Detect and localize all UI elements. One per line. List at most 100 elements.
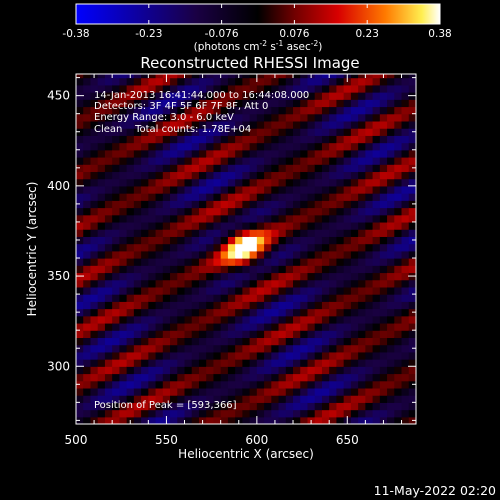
image-pixel xyxy=(350,366,359,375)
image-pixel xyxy=(148,366,157,375)
image-pixel xyxy=(350,164,359,173)
image-pixel xyxy=(119,337,128,346)
image-pixel xyxy=(264,229,272,237)
image-pixel xyxy=(177,373,186,382)
image-pixel xyxy=(314,171,323,180)
image-pixel xyxy=(155,351,164,360)
image-pixel xyxy=(213,221,222,230)
image-pixel xyxy=(372,373,381,382)
image-pixel xyxy=(358,77,366,86)
image-pixel xyxy=(343,156,352,165)
image-pixel xyxy=(76,402,84,411)
image-pixel xyxy=(206,330,215,339)
image-pixel xyxy=(148,322,157,331)
image-pixel xyxy=(206,294,215,302)
image-pixel xyxy=(184,286,193,295)
image-pixel xyxy=(387,308,395,317)
image-pixel xyxy=(206,380,215,389)
image-pixel xyxy=(191,142,200,151)
image-pixel xyxy=(170,214,178,223)
image-pixel xyxy=(206,236,215,245)
image-pixel xyxy=(365,142,374,151)
image-pixel xyxy=(112,315,120,324)
image-pixel xyxy=(293,229,301,237)
image-pixel xyxy=(133,106,142,115)
image-pixel xyxy=(278,337,287,346)
image-pixel xyxy=(350,286,359,295)
image-pixel xyxy=(191,416,200,424)
image-pixel xyxy=(112,395,120,403)
image-pixel xyxy=(343,229,352,237)
image-pixel xyxy=(155,156,164,165)
image-pixel xyxy=(271,344,280,353)
image-pixel xyxy=(227,344,236,353)
image-pixel xyxy=(133,185,142,194)
image-pixel xyxy=(300,156,309,165)
image-pixel xyxy=(329,92,338,100)
image-pixel xyxy=(198,200,207,209)
image-pixel xyxy=(264,258,272,266)
image-pixel xyxy=(177,229,186,237)
image-pixel xyxy=(321,214,330,223)
image-pixel xyxy=(119,409,128,418)
image-pixel xyxy=(213,250,222,259)
image-pixel xyxy=(235,221,243,230)
image-pixel xyxy=(300,395,309,403)
image-pixel xyxy=(148,207,157,216)
image-pixel xyxy=(206,258,215,266)
image-pixel xyxy=(321,77,330,86)
image-pixel xyxy=(307,250,316,259)
image-pixel xyxy=(76,135,84,144)
image-pixel xyxy=(148,171,157,180)
image-pixel xyxy=(133,366,142,375)
image-pixel xyxy=(350,185,359,194)
image-pixel xyxy=(358,272,366,281)
image-pixel xyxy=(387,243,395,252)
image-pixel xyxy=(90,185,99,194)
image-pixel xyxy=(170,120,178,129)
image-pixel xyxy=(314,337,323,346)
image-pixel xyxy=(198,315,207,324)
image-pixel xyxy=(358,142,366,151)
image-pixel xyxy=(119,286,128,295)
image-pixel xyxy=(170,359,178,367)
image-pixel xyxy=(372,272,381,281)
image-pixel xyxy=(170,92,178,100)
image-pixel xyxy=(213,92,222,100)
image-pixel xyxy=(314,113,323,122)
image-pixel xyxy=(256,193,265,201)
image-pixel xyxy=(336,99,345,108)
image-pixel xyxy=(336,402,345,411)
image-pixel xyxy=(206,178,215,187)
image-pixel xyxy=(350,373,359,382)
image-pixel xyxy=(293,74,301,79)
image-pixel xyxy=(278,301,287,310)
image-pixel xyxy=(242,99,251,108)
colorbar-tick-label: 0.076 xyxy=(279,28,309,40)
image-pixel xyxy=(148,258,157,266)
image-pixel xyxy=(177,402,186,411)
colorbar-tick-label: -0.076 xyxy=(205,28,239,40)
image-pixel xyxy=(83,164,92,173)
image-pixel xyxy=(343,279,352,288)
image-pixel xyxy=(285,113,294,122)
image-pixel xyxy=(365,359,374,367)
image-pixel xyxy=(90,286,99,295)
image-pixel xyxy=(155,92,164,100)
image-pixel xyxy=(293,156,301,165)
image-pixel xyxy=(76,387,84,396)
image-pixel xyxy=(162,286,171,295)
image-pixel xyxy=(227,380,236,389)
image-pixel xyxy=(162,178,171,187)
image-pixel xyxy=(206,128,215,136)
image-pixel xyxy=(198,380,207,389)
image-pixel xyxy=(83,171,92,180)
image-pixel xyxy=(264,366,272,375)
image-pixel xyxy=(256,178,265,187)
image-pixel xyxy=(379,214,388,223)
image-pixel xyxy=(387,221,395,230)
image-pixel xyxy=(155,366,164,375)
image-pixel xyxy=(408,322,416,331)
image-pixel xyxy=(394,74,403,79)
image-pixel xyxy=(213,84,222,93)
